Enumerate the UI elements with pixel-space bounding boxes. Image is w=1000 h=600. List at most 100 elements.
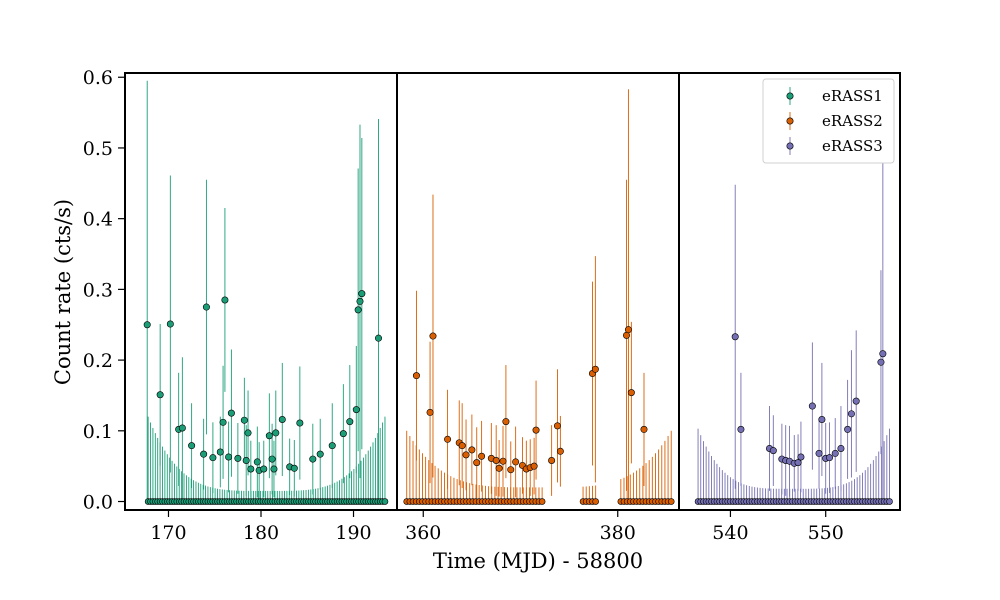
y-tick-label: 0.2 [83,350,113,372]
data-point [270,465,278,473]
legend-label-eRASS2: eRASS2 [822,112,883,130]
data-point [143,321,151,329]
y-tick-label: 0.1 [83,421,113,443]
x-ticks-panel-3: 540 550 [712,510,844,544]
data-point [444,435,452,443]
x-ticks-panel-2: 360 380 [405,510,636,544]
data-point [296,419,304,427]
data-point [272,429,280,437]
data-point [512,458,520,466]
data-point [225,453,233,461]
y-axis-label: Count rate (cts/s) [51,199,75,385]
data-point [221,296,229,304]
data-point [826,454,834,462]
panel-frame [678,72,901,511]
data-point [808,402,816,410]
data-point [852,397,860,405]
error-bars-eRASS1 [146,80,386,502]
legend-marker [786,142,794,150]
x-ticks-panel-1: 170 180 190 [150,510,372,544]
data-point [156,391,164,399]
data-point [502,418,510,426]
data-point [591,365,599,373]
data-point [247,465,255,473]
points-eRASS3 [694,333,893,505]
data-point [556,447,564,455]
data-point [548,457,556,465]
data-point [268,455,276,463]
data-point [188,442,196,450]
error-bars-eRASS3 [697,162,890,502]
points-eRASS1 [143,290,389,505]
data-point [627,389,635,397]
data-point [831,449,839,457]
data-point [797,453,805,461]
x-tick-label: 190 [335,522,371,544]
data-point [328,442,336,450]
data-point [358,290,366,298]
panel-1: 170 180 190 [124,72,398,544]
legend-label-eRASS1: eRASS1 [822,87,883,105]
data-point [339,430,347,438]
data-point [200,450,208,458]
data-point [877,358,885,366]
x-tick-label: 380 [600,522,636,544]
panel-plot-area [694,162,893,505]
data-point [260,465,268,473]
data-point [737,425,745,433]
data-point [346,418,354,426]
y-axis: 0.0 0.1 0.2 0.3 0.4 0.5 0.6 [83,67,125,514]
legend-marker [786,92,794,100]
x-tick-label: 550 [808,522,844,544]
legend-label-eRASS3: eRASS3 [822,137,883,155]
data-point-zero [886,498,893,505]
data-point [352,406,360,414]
data-point [495,464,503,472]
x-tick-label: 360 [405,522,441,544]
x-tick-label: 180 [243,522,279,544]
data-point [242,457,250,465]
legend-box [762,78,895,164]
data-point-zero [538,498,546,505]
data-point [244,429,252,437]
data-point [265,432,273,440]
data-point [624,326,632,334]
data-point [794,459,802,467]
panel-2: 360 380 [396,72,680,544]
data-point [818,415,826,423]
y-tick-label: 0.4 [83,209,113,231]
data-point [178,424,186,432]
x-tick-label: 170 [150,522,186,544]
y-tick-label: 0.0 [83,492,113,514]
data-point [290,464,298,472]
data-point [209,454,217,462]
data-point [240,416,248,424]
y-tick-label: 0.5 [83,138,113,160]
legend: eRASS1 eRASS2 eRASS3 [762,78,895,164]
data-point [462,451,470,459]
panel-plot-area [403,89,675,505]
data-point [426,408,434,416]
data-point-zero [381,498,389,505]
data-point [166,320,174,328]
data-point [227,409,235,417]
data-point-zero [667,498,675,505]
data-point [507,466,515,474]
data-point [532,426,540,434]
data-point [234,454,242,462]
data-point [837,444,845,452]
data-point-zero [592,498,599,505]
legend-marker [786,117,794,125]
points-eRASS2 [403,326,675,505]
data-point [316,450,324,458]
panel-frame [396,72,680,511]
data-point [879,350,887,358]
data-point [553,422,561,430]
data-point [309,455,317,463]
data-point [815,449,823,457]
data-point [216,448,224,456]
data-point [356,297,364,305]
data-point [847,410,855,418]
data-point [731,333,739,341]
